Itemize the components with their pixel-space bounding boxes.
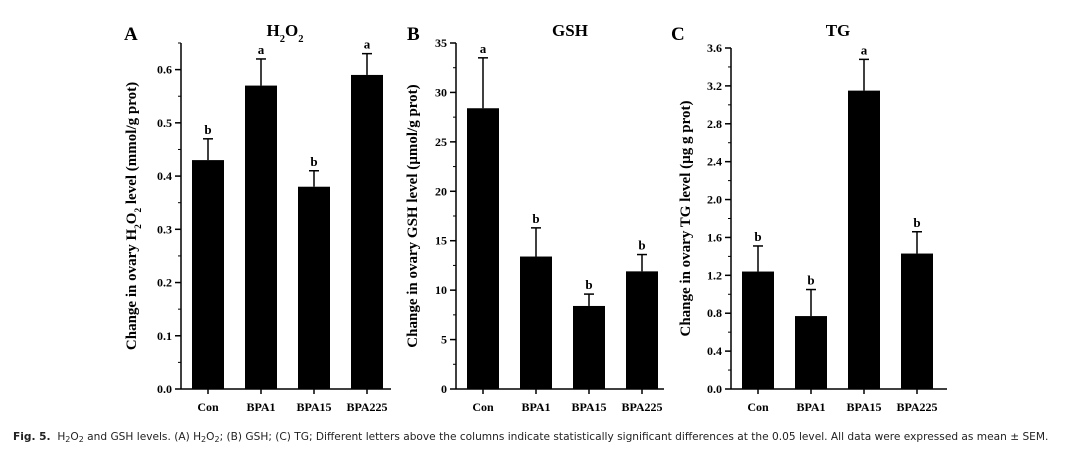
y-tick-label: 0.4	[707, 344, 722, 358]
text-segment: O	[285, 21, 298, 40]
chart-panel-c: C TG Change in ovary TG level (µg g prot) 0…	[671, 21, 947, 414]
caption-segment: O	[206, 431, 215, 443]
significance-letter: b	[532, 211, 539, 226]
x-tick-label: BPA225	[346, 400, 387, 414]
text-segment: Change in ovary TG level (µg g prot)	[678, 100, 694, 336]
text-segment: TG	[826, 21, 851, 40]
x-tick-label: BPA1	[246, 400, 275, 414]
bar-bpa225	[351, 74, 383, 389]
y-tick-label: 3.2	[707, 79, 722, 93]
y-tick-label: 0.0	[707, 382, 722, 396]
bar-bpa15	[848, 90, 880, 389]
significance-letter: b	[310, 154, 317, 169]
bar-bpa15	[573, 305, 605, 389]
y-tick-label: 25	[435, 135, 447, 149]
panel-letter: B	[407, 24, 420, 45]
text-segment: 2	[280, 34, 285, 45]
bar-bpa225	[901, 253, 933, 389]
y-axis-label: Change in ovary GSH level (µmol/g prot)	[405, 84, 421, 347]
caption-segment: H	[57, 431, 66, 443]
chart-title: H2O2	[267, 21, 304, 45]
caption-segment: O	[70, 431, 79, 443]
y-tick-label: 35	[435, 36, 447, 50]
chart-title: GSH	[552, 21, 588, 40]
significance-letter: a	[258, 42, 265, 57]
y-tick-label: 2.0	[707, 193, 722, 207]
figure-caption: Fig. 5. H2O2 and GSH levels. (A) H2O2; (…	[13, 429, 1063, 445]
text-segment: 2	[134, 208, 144, 213]
y-tick-label: 30	[435, 85, 447, 99]
significance-letter: b	[913, 215, 920, 230]
text-segment: O	[124, 213, 140, 225]
caption-segment: 2	[214, 435, 220, 444]
y-tick-label: 3.6	[707, 41, 722, 55]
caption-label: Fig. 5.	[13, 431, 51, 443]
panel-letter: A	[124, 24, 138, 45]
y-tick-label: 0.4	[157, 169, 172, 183]
caption-text: H2O2 and GSH levels. (A) H2O2; (B) GSH; …	[57, 431, 1049, 444]
y-tick-label: 0.8	[707, 306, 722, 320]
y-tick-label: 0.2	[157, 276, 172, 290]
panel-letter: C	[671, 24, 685, 45]
x-tick-label: Con	[472, 400, 494, 414]
bar-bpa1	[795, 316, 827, 389]
significance-letter: b	[585, 277, 592, 292]
y-axis-label: Change in ovary H2O2 level (mmol/g prot)	[124, 82, 144, 350]
y-tick-label: 1.6	[707, 230, 722, 244]
y-tick-label: 2.8	[707, 117, 722, 131]
x-tick-label: BPA225	[896, 400, 937, 414]
y-tick-label: 10	[435, 283, 447, 297]
y-tick-label: 0.5	[157, 116, 172, 130]
y-tick-label: 2.4	[707, 155, 722, 169]
bar-con	[742, 271, 774, 389]
x-tick-label: BPA15	[571, 400, 606, 414]
text-segment: 2	[298, 34, 303, 45]
significance-letter: b	[638, 238, 645, 253]
y-tick-label: 0.0	[157, 382, 172, 396]
significance-letter: b	[204, 122, 211, 137]
y-tick-label: 0.1	[157, 329, 172, 343]
x-tick-label: Con	[197, 400, 219, 414]
significance-letter: a	[480, 41, 487, 56]
text-segment: GSH	[552, 21, 588, 40]
significance-letter: a	[861, 42, 868, 57]
y-tick-label: 0.6	[157, 63, 172, 77]
y-tick-label: 20	[435, 184, 447, 198]
caption-segment: ; (B) GSH; (C) TG; Different letters abo…	[219, 431, 1049, 443]
caption-segment: 2	[201, 435, 207, 444]
bar-con	[192, 160, 224, 389]
caption-segment: and GSH levels. (A) H	[83, 431, 202, 443]
significance-letter: b	[807, 273, 814, 288]
y-axis-label: Change in ovary TG level (µg g prot)	[678, 100, 694, 336]
bar-bpa225	[626, 271, 658, 389]
y-tick-label: 1.2	[707, 268, 722, 282]
x-tick-label: BPA15	[296, 400, 331, 414]
x-tick-label: BPA1	[796, 400, 825, 414]
y-tick-label: 0.3	[157, 222, 172, 236]
significance-letter: b	[754, 229, 761, 244]
bar-bpa1	[520, 256, 552, 389]
caption-segment: 2	[78, 435, 84, 444]
bar-bpa1	[245, 85, 277, 389]
y-tick-label: 0	[441, 382, 447, 396]
chart-title: TG	[826, 21, 851, 40]
bar-bpa15	[298, 186, 330, 389]
y-tick-label: 5	[441, 333, 447, 347]
chart-panel-b: B GSH Change in ovary GSH level (µmol/g pr…	[405, 21, 664, 414]
text-segment: 2	[134, 224, 144, 229]
text-segment: H	[267, 21, 280, 40]
x-tick-label: BPA1	[521, 400, 550, 414]
text-segment: level (mmol/g prot)	[124, 82, 140, 208]
bar-con	[467, 108, 499, 389]
text-segment: Change in ovary H	[124, 229, 140, 351]
x-tick-label: BPA225	[621, 400, 662, 414]
significance-letter: a	[364, 37, 371, 52]
text-segment: Change in ovary GSH level (µmol/g prot)	[405, 84, 421, 347]
x-tick-label: Con	[747, 400, 769, 414]
y-tick-label: 15	[435, 234, 447, 248]
caption-segment: 2	[65, 435, 71, 444]
x-tick-label: BPA15	[846, 400, 881, 414]
